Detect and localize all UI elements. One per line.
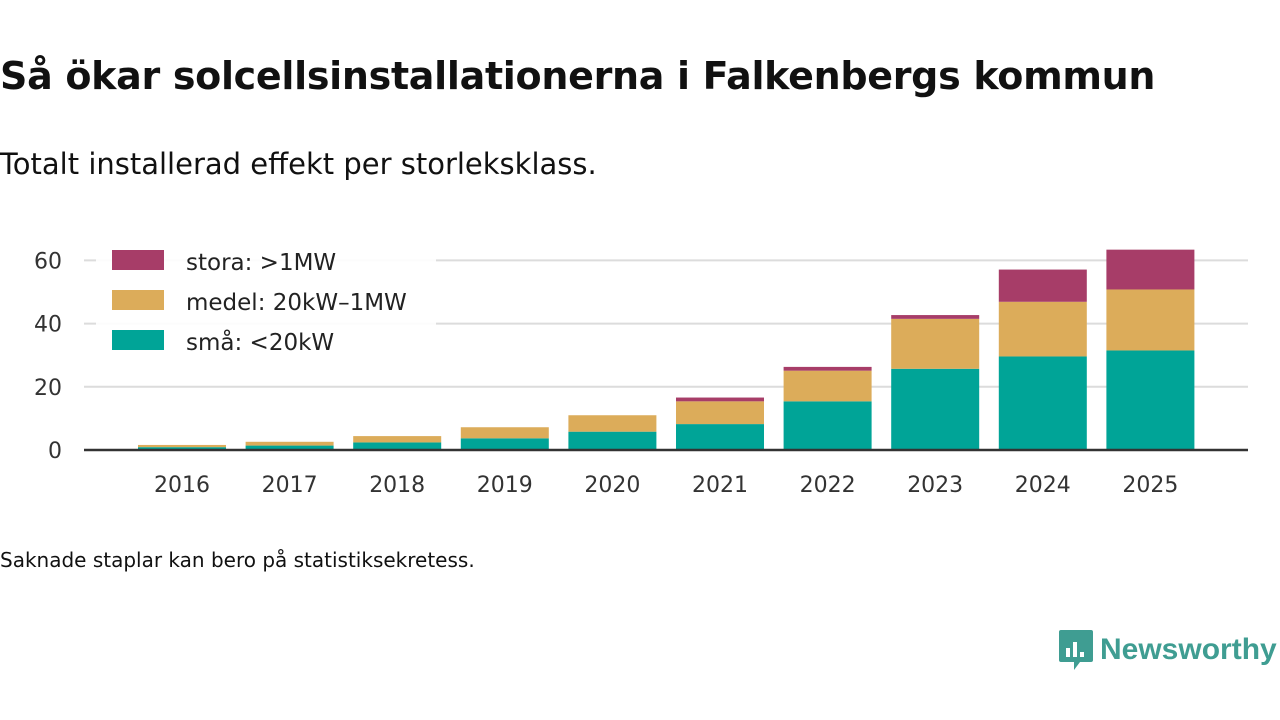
bar-segment bbox=[998, 269, 1087, 302]
stacked-bar-chart: 0 20 40 60 2016 2017 2018 2019 2020 2021 2022 2023 2… bbox=[34, 244, 1248, 498]
legend-swatch bbox=[112, 250, 164, 270]
bar-segment bbox=[353, 442, 442, 450]
bar-segment bbox=[998, 356, 1087, 450]
bar-segment bbox=[460, 427, 549, 439]
bar-segment bbox=[783, 401, 872, 450]
x-tick-label: 2018 bbox=[369, 473, 425, 498]
chart-subtitle: Totalt installerad effekt per storlekskl… bbox=[0, 147, 597, 181]
bar-segment bbox=[676, 397, 764, 402]
legend-swatch bbox=[112, 290, 164, 310]
legend: stora: >1MW medel: 20kW–1MW små: <20kW bbox=[96, 244, 436, 370]
x-tick-label: 2019 bbox=[477, 473, 533, 498]
bar-segment bbox=[783, 370, 872, 402]
y-tick-label: 0 bbox=[48, 439, 62, 464]
bar-segment bbox=[891, 318, 980, 369]
bar-segment bbox=[676, 424, 764, 450]
y-tick-label: 20 bbox=[34, 376, 62, 401]
bars bbox=[138, 249, 1195, 450]
bar-segment bbox=[460, 438, 549, 450]
bar-segment bbox=[1106, 350, 1195, 450]
bar-segment bbox=[998, 301, 1087, 357]
bar-segment bbox=[353, 436, 442, 443]
footnote: Saknade staplar kan bero på statistiksek… bbox=[0, 548, 475, 572]
legend-swatch bbox=[112, 330, 164, 350]
x-tick-label: 2024 bbox=[1015, 473, 1071, 498]
bar-segment bbox=[568, 415, 657, 432]
y-tick-label: 60 bbox=[34, 249, 62, 274]
chart-title: Så ökar solcellsinstallationerna i Falke… bbox=[0, 54, 1156, 98]
x-tick-label: 2020 bbox=[584, 473, 640, 498]
bar-segment bbox=[1106, 249, 1195, 290]
x-tick-label: 2017 bbox=[262, 473, 318, 498]
bar-segment bbox=[676, 401, 764, 425]
bar-segment bbox=[568, 431, 657, 450]
x-tick-label: 2022 bbox=[800, 473, 856, 498]
bar-segment bbox=[245, 445, 334, 450]
bar-segment bbox=[1106, 289, 1195, 351]
brand-name: Newsworthy bbox=[1100, 633, 1277, 666]
bar-segment bbox=[245, 441, 334, 446]
x-tick-label: 2025 bbox=[1122, 473, 1178, 498]
axes: 0 20 40 60 2016 2017 2018 2019 2020 2021 2022 2023 2… bbox=[34, 249, 1248, 498]
x-tick-label: 2021 bbox=[692, 473, 748, 498]
x-tick-label: 2023 bbox=[907, 473, 963, 498]
legend-label: stora: >1MW bbox=[186, 250, 336, 276]
bar-segment bbox=[891, 368, 980, 450]
legend-label: små: <20kW bbox=[186, 328, 334, 356]
bar-segment bbox=[138, 444, 226, 448]
y-tick-label: 40 bbox=[34, 313, 62, 338]
bar-segment bbox=[783, 366, 872, 371]
bar-segment bbox=[891, 315, 980, 319]
newsworthy-logo-icon bbox=[1059, 630, 1093, 670]
brand-logo: Newsworthy bbox=[1058, 628, 1277, 672]
bar-segment bbox=[138, 447, 226, 450]
x-tick-label: 2016 bbox=[154, 473, 210, 498]
legend-label: medel: 20kW–1MW bbox=[186, 290, 407, 316]
